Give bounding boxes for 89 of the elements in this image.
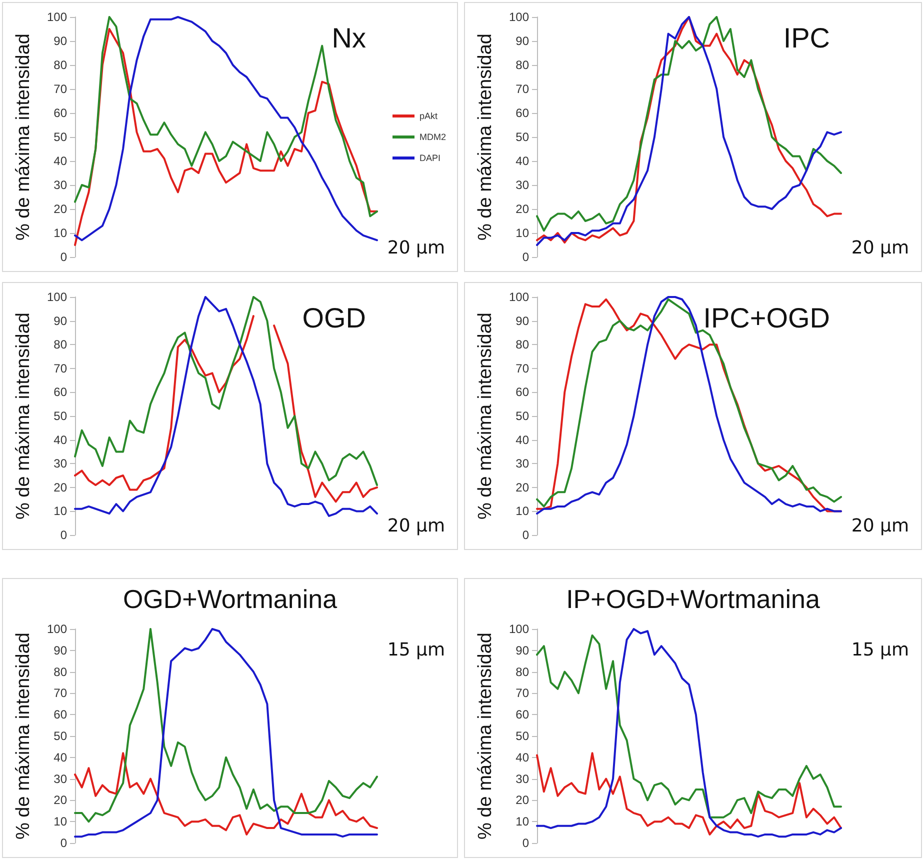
y-tick-label: 20: [516, 793, 530, 808]
y-tick-label: 70: [54, 82, 68, 96]
y-tick-label: 40: [54, 750, 68, 764]
y-tick-label: 60: [516, 106, 530, 120]
chart-title: IPC+OGD: [703, 302, 830, 334]
y-tick-label: 40: [54, 154, 68, 168]
y-tick-label: 100: [46, 290, 68, 304]
y-tick-label: 30: [516, 456, 530, 471]
y-axis-title: % de máxima intensidad: [475, 312, 496, 520]
chart-title: OGD+Wortmanina: [122, 584, 338, 614]
y-tick-label: 40: [516, 432, 530, 447]
line-series: [74, 752, 378, 836]
chart-title: Nx: [332, 22, 366, 54]
y-tick-label: 100: [508, 622, 530, 636]
text: 20 μm: [851, 238, 910, 258]
text: 20 μm: [387, 516, 446, 536]
chart-title: IP+OGD+Wortmanina: [566, 584, 820, 614]
y-tick-label: 60: [516, 708, 530, 722]
line-series: [536, 752, 842, 836]
y-tick-label: 80: [54, 664, 68, 679]
y-tick-label: 40: [54, 432, 68, 447]
y-tick-label: 100: [46, 10, 68, 24]
y-tick-label: 30: [54, 178, 68, 192]
y-axis-title: % de máxima intensidad: [13, 632, 34, 840]
y-tick-label: 70: [54, 361, 68, 376]
y-tick-label: 50: [516, 409, 530, 423]
legend-label: DAPI: [420, 153, 441, 163]
y-tick-label: 100: [508, 290, 530, 304]
y-tick-label: 60: [54, 708, 68, 722]
y-axis-title: % de máxima intensidad: [13, 34, 34, 240]
y-tick-label: 40: [516, 750, 530, 764]
y-tick-label: 10: [54, 226, 68, 240]
y-tick-label: 0: [522, 250, 530, 264]
y-tick-label: 80: [54, 58, 68, 72]
y-tick-label: 30: [54, 456, 68, 471]
y-axis-title: % de máxima intensidad: [475, 34, 496, 240]
y-tick-label: 90: [54, 34, 68, 48]
text: 15 μm: [387, 640, 446, 660]
y-tick-label: 30: [54, 772, 68, 786]
y-tick-label: 20: [54, 202, 68, 216]
y-tick-label: 80: [54, 338, 68, 352]
text: 20 μm: [387, 238, 446, 258]
y-tick-label: 50: [54, 729, 68, 743]
text: 15 μm: [851, 640, 910, 660]
y-tick-label: 20: [516, 202, 530, 216]
chart-title: IPC: [783, 22, 830, 54]
y-tick-label: 100: [508, 10, 530, 24]
y-tick-label: 100: [46, 622, 68, 636]
legend-label: pAkt: [420, 111, 438, 121]
y-tick-label: 0: [60, 250, 68, 264]
y-tick-label: 10: [516, 504, 530, 518]
y-tick-label: 70: [516, 361, 530, 376]
y-tick-label: 30: [516, 772, 530, 786]
y-tick-label: 50: [516, 729, 530, 743]
y-tick-label: 70: [54, 686, 68, 700]
y-tick-label: 0: [522, 528, 530, 542]
y-tick-label: 70: [516, 686, 530, 700]
y-tick-label: 20: [516, 480, 530, 494]
y-tick-label: 20: [54, 793, 68, 808]
y-tick-label: 90: [54, 643, 68, 658]
y-tick-label: 0: [60, 836, 68, 850]
y-tick-label: 60: [54, 385, 68, 400]
y-tick-label: 0: [60, 528, 68, 542]
y-tick-label: 30: [516, 178, 530, 192]
y-tick-label: 90: [516, 314, 530, 328]
y-tick-label: 50: [54, 130, 68, 144]
text: 20 μm: [851, 516, 910, 536]
y-tick-label: 90: [516, 643, 530, 658]
chart-title: OGD: [302, 302, 366, 334]
y-tick-label: 50: [516, 130, 530, 144]
y-axis-title: % de máxima intensidad: [13, 312, 34, 520]
y-tick-label: 80: [516, 664, 530, 679]
legend-label: MDM2: [420, 132, 446, 142]
y-tick-label: 80: [516, 338, 530, 352]
y-tick-label: 90: [516, 34, 530, 48]
y-tick-label: 90: [54, 314, 68, 328]
y-tick-label: 10: [54, 814, 68, 829]
y-tick-label: 20: [54, 480, 68, 494]
y-tick-label: 70: [516, 82, 530, 96]
y-tick-label: 10: [516, 814, 530, 829]
y-tick-label: 10: [54, 504, 68, 518]
y-axis-title: % de máxima intensidad: [475, 632, 496, 840]
y-tick-label: 60: [54, 106, 68, 120]
y-tick-label: 80: [516, 58, 530, 72]
y-tick-label: 40: [516, 154, 530, 168]
y-tick-label: 10: [516, 226, 530, 240]
y-tick-label: 0: [522, 836, 530, 850]
y-tick-label: 60: [516, 385, 530, 400]
y-tick-label: 50: [54, 409, 68, 423]
